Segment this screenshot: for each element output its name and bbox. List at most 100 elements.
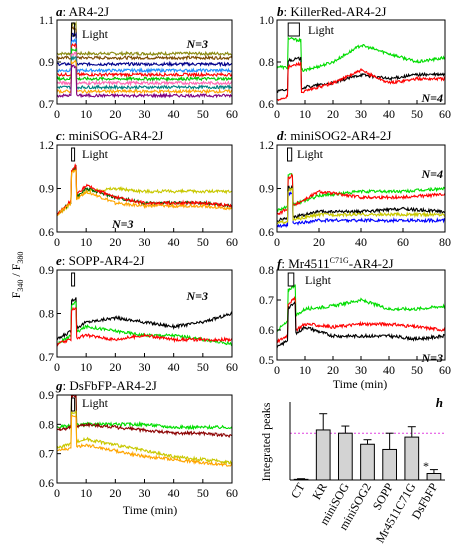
panel-h-annotation: * xyxy=(423,459,429,473)
y-axis-label: F340 / F380 xyxy=(9,252,25,299)
panel-h-letter: h xyxy=(436,395,443,410)
panel-a-series-9 xyxy=(56,63,233,99)
panel-b-series-0 xyxy=(276,35,446,73)
panel-d-series-0 xyxy=(277,173,446,212)
panel-b: b: KillerRed-AR4-2J N=4 Light 0 10 20 30 40 5… xyxy=(259,4,451,121)
panel-c-light-label: Light xyxy=(82,147,109,161)
panel-g: g: DsFbFP-AR4-2J Light Time (min) 0 10 20 3… xyxy=(39,378,238,517)
panel-e-xtick-label: 0 xyxy=(54,360,60,374)
panel-b-xtick-label: 0 xyxy=(274,107,280,121)
panel-c: c: miniSOG-AR4-2J N=3 Light 0 10 20 30 40 50 6… xyxy=(39,128,238,249)
panel-b-title: b: KillerRed-AR4-2J xyxy=(277,4,386,19)
panel-d-ytick-label: 0.6 xyxy=(259,225,274,239)
panel-d-title: d: miniSOG2-AR4-2J xyxy=(277,128,392,143)
panel-f-ytick-label: 0.5 xyxy=(259,353,274,367)
panel-c-xtick-label: 40 xyxy=(168,235,180,249)
panel-f-series-1 xyxy=(276,295,446,344)
panel-e-title: e: SOPP-AR4-2J xyxy=(56,253,145,268)
panel-e-xtick-label: 10 xyxy=(80,360,92,374)
panel-f-xtick-label: 50 xyxy=(411,363,423,377)
panel-d-xtick-label: 80 xyxy=(439,235,451,249)
panel-g-time-label: Time (min) xyxy=(123,503,178,517)
panel-h-bar xyxy=(360,443,375,481)
panel-f-series-2 xyxy=(276,301,446,349)
panel-f-frame xyxy=(276,269,446,361)
panel-d-ytick-label: 0.9 xyxy=(259,182,274,196)
panel-g-xtick-label: 10 xyxy=(80,486,92,500)
panel-c-xtick-label: 0 xyxy=(54,235,60,249)
panel-a-series-7 xyxy=(56,54,233,91)
panel-f-ytick-label: 0.8 xyxy=(259,263,274,277)
panel-b-xtick-label: 50 xyxy=(411,107,423,121)
panel-b-ytick-label: 0.6 xyxy=(259,97,274,111)
panel-b-ytick-label: 1.0 xyxy=(259,13,274,27)
panel-f-xtick-label: 20 xyxy=(327,363,339,377)
panel-a-xtick-label: 60 xyxy=(226,107,238,121)
panel-c-light-box xyxy=(71,147,76,162)
panel-a-xtick-label: 30 xyxy=(139,107,151,121)
panel-c-xtick-label: 50 xyxy=(197,235,209,249)
panel-g-ytick-label: 0.8 xyxy=(39,417,54,431)
panel-f-xtick-label: 30 xyxy=(355,363,367,377)
panel-c-ytick-label: 1.2 xyxy=(39,138,54,152)
panel-a-xtick-label: 20 xyxy=(109,107,121,121)
panel-a-series-4 xyxy=(56,42,233,79)
panel-h-bar xyxy=(404,436,420,481)
panel-b-light-label: Light xyxy=(308,23,335,37)
panel-d-xtick-label: 0 xyxy=(274,235,280,249)
panel-f-ytick-label: 0.7 xyxy=(259,293,274,307)
panel-f-light-label: Light xyxy=(305,273,332,287)
panel-d-n-label: N=4 xyxy=(420,167,443,181)
panel-a-series-8 xyxy=(56,59,233,95)
panel-e-series-0 xyxy=(56,297,233,341)
panel-f-time-label: Time (min) xyxy=(333,377,388,391)
panel-f-series-0 xyxy=(276,284,446,332)
panel-e-xtick-label: 40 xyxy=(168,360,180,374)
panel-b-series-2 xyxy=(276,61,446,102)
panel-g-xtick-label: 40 xyxy=(168,486,180,500)
panel-e-ytick-label: 0.9 xyxy=(39,263,54,277)
panel-d-light-box xyxy=(287,147,293,162)
panel-d-series-1 xyxy=(276,173,446,216)
panel-b-xtick-label: 40 xyxy=(383,107,395,121)
panel-g-xtick-label: 50 xyxy=(197,486,209,500)
panel-c-ytick-label: 0.9 xyxy=(39,182,54,196)
panel-b-xtick-label: 10 xyxy=(299,107,311,121)
panel-h: h Integrated peaks * CT KRminiSOGminiSOG2… xyxy=(259,395,445,545)
panel-a-ytick-label: 1.1 xyxy=(39,13,54,27)
panel-h-bar xyxy=(315,429,331,481)
panel-d-xtick-label: 60 xyxy=(397,235,409,249)
panel-b-ytick-label: 0.8 xyxy=(259,55,274,69)
panel-c-xtick-label: 10 xyxy=(80,235,92,249)
panel-h-ylabel: Integrated peaks xyxy=(259,402,273,481)
panel-g-title: g: DsFbFP-AR4-2J xyxy=(55,378,157,393)
panel-f-n-label: N=3 xyxy=(420,351,443,365)
panel-d-series-3 xyxy=(276,191,446,229)
panel-h-bar xyxy=(382,448,398,481)
panel-a-series-3 xyxy=(56,37,233,74)
panel-a-xtick-label: 40 xyxy=(168,107,180,121)
panel-f-xtick-label: 40 xyxy=(383,363,395,377)
panel-g-ytick-label: 0.9 xyxy=(39,388,54,402)
panel-a: a: AR4-2J N=3 Light 0 10 20 30 40 50 60 0.7 0.9 1… xyxy=(39,4,238,121)
panel-e-xtick-label: 20 xyxy=(109,360,121,374)
panel-e-xtick-label: 30 xyxy=(139,360,151,374)
panel-f: f: Mr4511C71G-AR4-2J N=3 Light Time (min… xyxy=(259,256,451,391)
panel-h-bar xyxy=(426,473,442,481)
panel-f-xtick-label: 0 xyxy=(274,363,280,377)
panel-g-light-label: Light xyxy=(82,396,109,410)
panel-d-xtick-label: 40 xyxy=(355,235,367,249)
panel-c-xtick-label: 60 xyxy=(226,235,238,249)
panel-c-xtick-label: 30 xyxy=(139,235,151,249)
panel-d-series-4 xyxy=(276,187,446,225)
panel-c-xtick-label: 20 xyxy=(109,235,121,249)
panel-c-series-1 xyxy=(56,164,233,217)
panel-c-n-label: N=3 xyxy=(111,217,134,231)
panel-d-ytick-label: 1.2 xyxy=(259,138,274,152)
panel-g-xtick-label: 0 xyxy=(54,486,60,500)
panel-h-category-label: CT xyxy=(288,480,308,501)
panel-e-frame xyxy=(56,269,233,358)
panel-b-xtick-label: 30 xyxy=(355,107,367,121)
panel-g-series-1 xyxy=(56,394,233,439)
panel-h-category-label: KR xyxy=(309,481,329,502)
